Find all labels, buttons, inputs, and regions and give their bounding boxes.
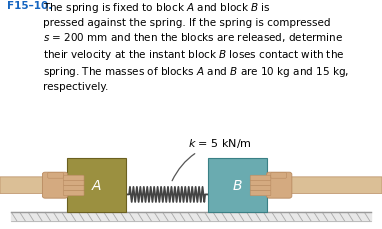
- Text: F15–10.: F15–10.: [7, 1, 52, 11]
- FancyBboxPatch shape: [250, 175, 271, 181]
- FancyBboxPatch shape: [250, 191, 271, 196]
- FancyBboxPatch shape: [267, 177, 382, 194]
- Text: $B$: $B$: [233, 178, 243, 192]
- FancyBboxPatch shape: [63, 175, 84, 181]
- Polygon shape: [208, 158, 267, 213]
- FancyBboxPatch shape: [250, 185, 271, 191]
- FancyBboxPatch shape: [63, 180, 84, 186]
- FancyBboxPatch shape: [42, 172, 68, 198]
- FancyBboxPatch shape: [250, 180, 271, 186]
- Text: $A$: $A$: [91, 178, 102, 192]
- FancyBboxPatch shape: [267, 172, 292, 198]
- FancyBboxPatch shape: [48, 173, 63, 178]
- FancyBboxPatch shape: [271, 173, 286, 178]
- FancyBboxPatch shape: [0, 177, 67, 194]
- FancyBboxPatch shape: [63, 191, 84, 196]
- Text: The spring is fixed to block $A$ and block $B$ is
pressed against the spring. If: The spring is fixed to block $A$ and blo…: [43, 1, 349, 92]
- FancyBboxPatch shape: [63, 185, 84, 191]
- Text: $k$ = 5 kN/m: $k$ = 5 kN/m: [172, 137, 252, 181]
- Polygon shape: [67, 158, 126, 213]
